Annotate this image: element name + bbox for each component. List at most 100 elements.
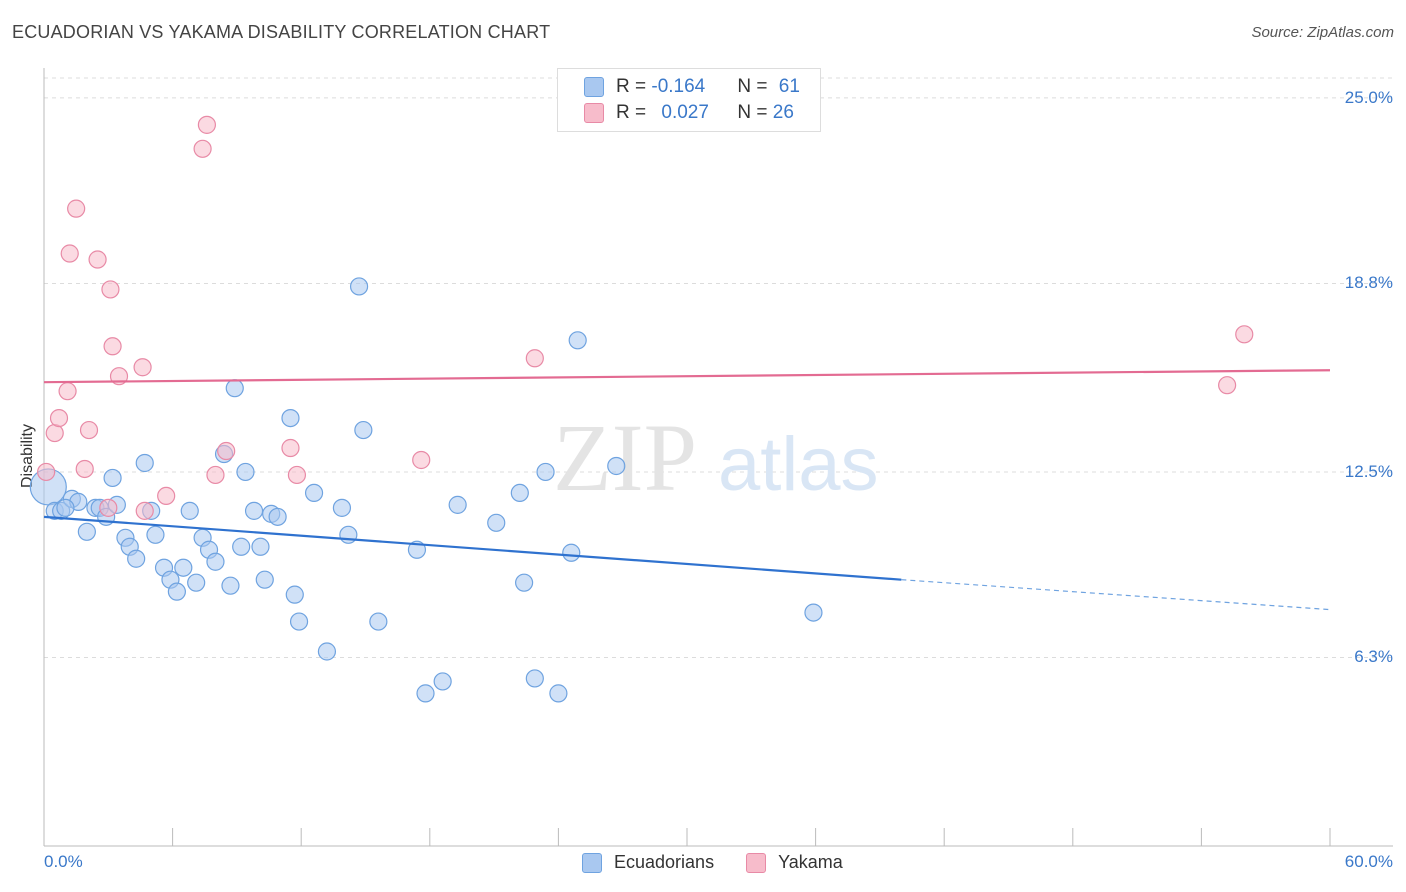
- point-ecuadorian: [167, 582, 186, 601]
- point-yakama: [133, 358, 152, 377]
- point-ecuadorian: [525, 669, 544, 688]
- legend-row-yakama: R = 0.027 N = 26: [584, 101, 794, 125]
- legend-n-value: 26: [772, 102, 794, 123]
- point-ecuadorian: [562, 543, 581, 562]
- legend-item-ecuadorians[interactable]: Ecuadorians: [582, 852, 714, 873]
- point-ecuadorian: [416, 684, 435, 703]
- legend-r-value: -0.164: [651, 76, 706, 97]
- legend-row-ecuadorians: R = -0.164 N = 61: [584, 75, 800, 99]
- point-ecuadorian: [289, 612, 309, 631]
- point-ecuadorian: [349, 277, 369, 296]
- axes: [43, 68, 1393, 847]
- point-yakama: [75, 459, 94, 479]
- point-ecuadorian: [510, 483, 529, 503]
- point-ecuadorian: [146, 525, 165, 544]
- point-ecuadorian: [369, 612, 388, 631]
- trend-lines: [43, 369, 1331, 611]
- source-label: Source: ZipAtlas.com: [1251, 24, 1394, 41]
- point-ecuadorian: [244, 501, 264, 520]
- legend-n-value: 61: [778, 76, 800, 97]
- point-ecuadorian: [536, 462, 555, 482]
- point-yakama: [45, 423, 64, 443]
- point-ecuadorian: [251, 537, 270, 556]
- point-ecuadorian: [255, 570, 274, 589]
- point-yakama: [281, 438, 300, 458]
- point-ecuadorian: [568, 331, 587, 350]
- x-tick-label-max: 60.0%: [1344, 852, 1393, 871]
- point-ecuadorian: [285, 585, 304, 604]
- point-ecuadorian: [515, 573, 534, 592]
- point-ecuadorian: [448, 495, 467, 514]
- point-yakama: [193, 139, 212, 158]
- legend-r-label: R =: [616, 76, 652, 97]
- point-ecuadorian: [180, 501, 199, 520]
- y-tick-label: 25.0%: [1344, 87, 1393, 107]
- y-tick-label: 12.5%: [1344, 461, 1393, 481]
- point-yakama: [101, 280, 120, 299]
- legend-swatch-pink: [746, 852, 767, 873]
- stats-legend: R = -0.164 N = 61 R = 0.027 N = 26: [557, 68, 821, 132]
- legend-swatch-blue: [582, 852, 602, 873]
- point-yakama: [157, 486, 176, 505]
- point-ecuadorian: [317, 642, 337, 661]
- point-ecuadorian: [433, 672, 452, 691]
- point-yakama: [88, 250, 107, 269]
- x-tick-label-min: 0.0%: [44, 852, 83, 871]
- point-ecuadorian: [332, 498, 352, 517]
- point-yakama: [206, 465, 225, 485]
- point-ecuadorian: [549, 684, 568, 703]
- chart-title: ECUADORIAN VS YAKAMA DISABILITY CORRELAT…: [12, 22, 551, 42]
- legend-n-label: N =: [737, 76, 773, 97]
- point-ecuadorian: [225, 379, 244, 398]
- point-yakama: [58, 382, 77, 401]
- point-ecuadorian: [268, 507, 287, 526]
- points-yakama: [37, 115, 1254, 520]
- grid-lines: [44, 77, 1393, 658]
- point-yakama: [1218, 376, 1237, 395]
- point-ecuadorian: [304, 483, 324, 503]
- point-ecuadorian: [56, 498, 75, 517]
- point-ecuadorian: [281, 409, 300, 428]
- point-ecuadorian: [77, 522, 96, 541]
- legend-label-ecuadorians: Ecuadorians: [614, 852, 715, 872]
- point-yakama: [217, 441, 236, 461]
- point-ecuadorian: [236, 462, 255, 482]
- x-ticks: [43, 828, 1331, 846]
- watermark-zip: ZIP: [553, 404, 697, 511]
- point-yakama: [135, 501, 154, 520]
- point-ecuadorian: [135, 453, 154, 473]
- legend-label-yakama: Yakama: [778, 852, 843, 872]
- watermark-atlas: atlas: [718, 422, 879, 507]
- trend-line-ecuadorians-extension: [901, 579, 1331, 611]
- series-legend: Ecuadorians Yakama: [582, 852, 875, 873]
- point-ecuadorian: [354, 420, 373, 440]
- point-yakama: [60, 244, 79, 263]
- point-ecuadorian: [232, 537, 251, 556]
- point-yakama: [525, 349, 544, 368]
- point-ecuadorian: [804, 603, 823, 622]
- point-yakama: [37, 462, 56, 482]
- legend-swatch-blue: [584, 77, 604, 97]
- legend-swatch-pink: [584, 103, 604, 123]
- trend-line-ecuadorians: [43, 515, 902, 581]
- legend-r-label: R =: [616, 102, 652, 123]
- point-yakama: [99, 498, 118, 517]
- point-ecuadorian: [339, 525, 358, 544]
- watermark: ZIP atlas: [553, 404, 879, 511]
- y-tick-label: 6.3%: [1354, 647, 1393, 667]
- point-yakama: [1235, 325, 1254, 344]
- points-ecuadorians: [29, 277, 823, 703]
- point-ecuadorian: [127, 549, 146, 568]
- point-ecuadorian: [103, 468, 122, 488]
- point-yakama: [49, 409, 69, 428]
- legend-item-yakama[interactable]: Yakama: [746, 852, 843, 873]
- point-yakama: [79, 420, 99, 440]
- legend-n-label: N =: [737, 102, 773, 123]
- point-ecuadorian: [487, 513, 506, 532]
- point-yakama: [197, 115, 216, 134]
- point-yakama: [67, 199, 86, 218]
- point-ecuadorian: [221, 576, 240, 595]
- point-yakama: [287, 465, 307, 485]
- point-ecuadorian: [206, 552, 225, 571]
